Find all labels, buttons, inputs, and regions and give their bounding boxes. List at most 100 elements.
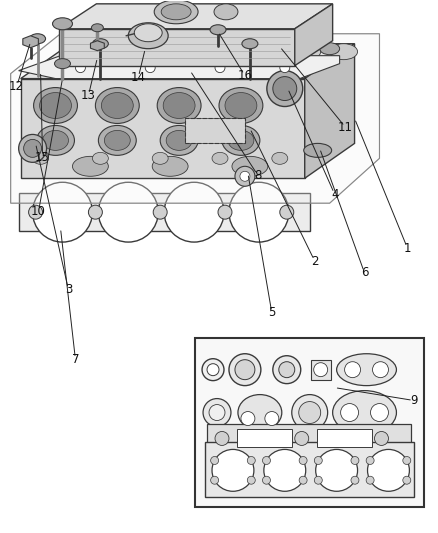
Ellipse shape: [92, 152, 108, 164]
Bar: [185, 118, 245, 143]
Circle shape: [229, 182, 289, 242]
Circle shape: [153, 205, 167, 219]
Ellipse shape: [222, 125, 260, 155]
Circle shape: [366, 456, 374, 464]
Ellipse shape: [238, 394, 282, 431]
Text: 11: 11: [338, 121, 353, 134]
Circle shape: [202, 359, 224, 381]
Ellipse shape: [337, 354, 396, 385]
Ellipse shape: [37, 125, 74, 155]
Bar: [317, 430, 371, 447]
Circle shape: [273, 77, 297, 101]
Circle shape: [314, 456, 322, 464]
Ellipse shape: [152, 152, 168, 164]
Bar: [311, 360, 331, 379]
Ellipse shape: [30, 34, 46, 44]
Circle shape: [265, 411, 279, 425]
Bar: [195, 338, 424, 507]
Polygon shape: [11, 34, 379, 203]
Polygon shape: [19, 55, 339, 78]
Ellipse shape: [151, 54, 179, 70]
Ellipse shape: [166, 131, 192, 150]
Ellipse shape: [152, 156, 188, 176]
Ellipse shape: [256, 44, 284, 60]
Text: 5: 5: [268, 306, 276, 319]
Circle shape: [209, 405, 225, 421]
Ellipse shape: [71, 44, 99, 60]
Ellipse shape: [161, 4, 191, 20]
Ellipse shape: [104, 131, 130, 150]
Ellipse shape: [160, 125, 198, 155]
Circle shape: [235, 166, 255, 186]
Ellipse shape: [214, 4, 238, 20]
Circle shape: [215, 63, 225, 72]
Text: 15: 15: [35, 151, 50, 164]
Circle shape: [145, 63, 155, 72]
Circle shape: [367, 449, 410, 491]
Circle shape: [316, 449, 357, 491]
Ellipse shape: [219, 44, 247, 60]
Ellipse shape: [210, 25, 226, 35]
Ellipse shape: [260, 43, 280, 55]
Polygon shape: [91, 41, 104, 51]
Ellipse shape: [272, 152, 288, 164]
Circle shape: [88, 205, 102, 219]
Ellipse shape: [92, 24, 103, 32]
Circle shape: [211, 456, 219, 464]
Ellipse shape: [34, 87, 78, 124]
Text: 3: 3: [65, 284, 72, 296]
Polygon shape: [59, 4, 332, 29]
Circle shape: [99, 182, 158, 242]
Text: 10: 10: [31, 205, 46, 217]
Circle shape: [24, 140, 42, 157]
Ellipse shape: [145, 44, 173, 60]
Ellipse shape: [200, 43, 220, 55]
Circle shape: [299, 456, 307, 464]
Circle shape: [299, 476, 307, 484]
Circle shape: [262, 476, 270, 484]
Text: 8: 8: [254, 169, 261, 182]
Circle shape: [215, 432, 229, 446]
Ellipse shape: [134, 24, 162, 42]
Circle shape: [273, 356, 301, 384]
Ellipse shape: [211, 54, 239, 70]
Circle shape: [295, 432, 309, 446]
Circle shape: [371, 403, 389, 422]
Text: 12: 12: [9, 80, 24, 93]
Text: 9: 9: [411, 394, 418, 407]
Circle shape: [366, 476, 374, 484]
Ellipse shape: [157, 87, 201, 124]
Text: 16: 16: [237, 69, 252, 82]
Ellipse shape: [219, 87, 263, 124]
Ellipse shape: [53, 18, 72, 30]
Circle shape: [240, 171, 250, 181]
Circle shape: [351, 456, 359, 464]
Polygon shape: [59, 29, 295, 66]
Circle shape: [267, 71, 303, 107]
Circle shape: [241, 411, 255, 425]
Circle shape: [75, 63, 85, 72]
Ellipse shape: [54, 59, 71, 69]
Circle shape: [299, 401, 321, 424]
Text: 13: 13: [81, 89, 96, 102]
Ellipse shape: [182, 44, 210, 60]
Circle shape: [345, 362, 360, 378]
Bar: [237, 430, 292, 447]
Ellipse shape: [228, 131, 254, 150]
Circle shape: [211, 476, 219, 484]
Polygon shape: [23, 36, 39, 47]
Ellipse shape: [108, 44, 136, 60]
Circle shape: [341, 403, 359, 422]
Circle shape: [32, 182, 92, 242]
Ellipse shape: [212, 152, 228, 164]
Polygon shape: [21, 78, 305, 178]
Ellipse shape: [95, 87, 139, 124]
Circle shape: [403, 476, 411, 484]
Ellipse shape: [154, 0, 198, 24]
Text: 6: 6: [361, 266, 368, 279]
Circle shape: [212, 449, 254, 491]
Ellipse shape: [271, 54, 299, 70]
Bar: [185, 118, 245, 143]
Circle shape: [280, 63, 290, 72]
Ellipse shape: [92, 54, 119, 70]
